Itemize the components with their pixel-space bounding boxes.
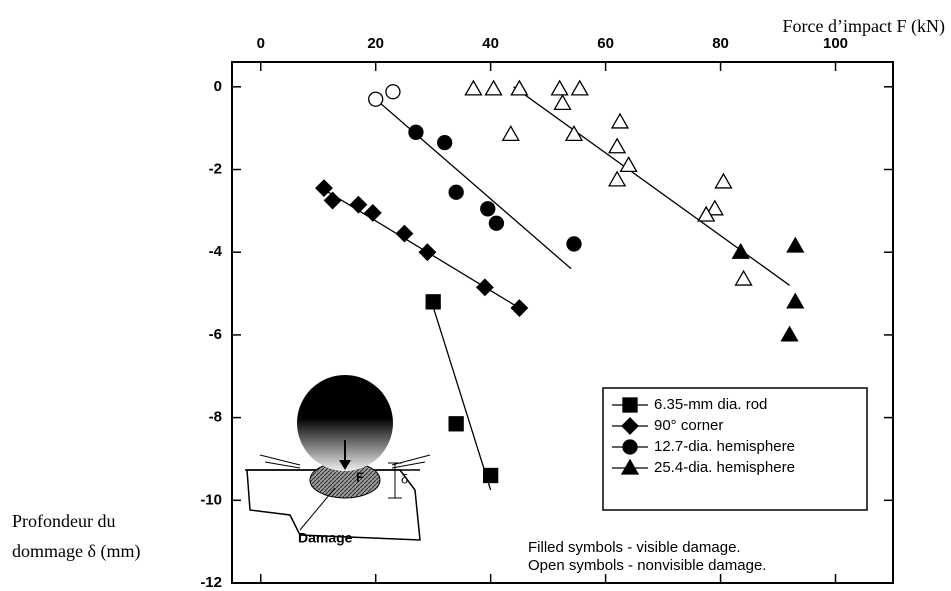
x-tick-label: 80	[712, 35, 729, 52]
legend-label: 12.7-dia. hemisphere	[654, 438, 795, 455]
x-axis-label: Force d’impact F (kN)	[783, 16, 945, 37]
x-tick-label: 20	[367, 35, 384, 52]
marker	[510, 299, 529, 317]
marker	[395, 224, 414, 243]
marker	[475, 278, 494, 297]
marker	[323, 191, 342, 210]
marker	[448, 416, 464, 432]
marker	[570, 79, 589, 96]
marker	[408, 124, 424, 140]
marker	[622, 439, 638, 455]
annotation: Open symbols - nonvisible damage.	[528, 557, 766, 574]
marker	[349, 195, 368, 214]
y-tick-label: -12	[200, 574, 222, 591]
marker	[464, 79, 483, 96]
legend-label: 25.4-dia. hemisphere	[654, 459, 795, 476]
marker	[619, 156, 638, 173]
marker	[501, 125, 520, 142]
marker	[705, 199, 724, 216]
marker	[714, 172, 733, 189]
y-axis-label: Profondeur du	[12, 511, 115, 531]
marker	[480, 201, 496, 217]
inset-label: δ	[401, 471, 408, 486]
marker	[786, 292, 805, 309]
x-tick-label: 60	[597, 35, 614, 52]
marker	[734, 269, 753, 286]
inset-label: Damage	[298, 530, 353, 546]
marker	[622, 397, 638, 413]
fit-line	[429, 297, 492, 491]
marker	[368, 91, 384, 107]
marker	[483, 467, 499, 484]
plot-frame	[231, 61, 894, 584]
marker	[363, 204, 382, 222]
marker	[786, 236, 805, 253]
marker	[385, 84, 401, 100]
legend-label: 90° corner	[654, 417, 723, 434]
marker	[488, 215, 505, 231]
inset-diagram	[245, 375, 431, 541]
marker	[610, 112, 630, 129]
y-tick-label: -8	[209, 409, 222, 426]
x-tick-label: 40	[482, 35, 499, 52]
marker	[550, 79, 569, 96]
y-tick-label: -2	[209, 160, 222, 177]
marker	[448, 184, 464, 200]
marker	[425, 294, 441, 310]
marker	[437, 134, 453, 151]
y-tick-label: -10	[200, 491, 222, 508]
marker	[607, 137, 627, 154]
marker	[620, 458, 640, 475]
marker	[621, 417, 639, 435]
y-tick-label: 0	[214, 78, 222, 95]
marker	[315, 179, 333, 198]
marker	[731, 242, 750, 259]
marker	[697, 205, 716, 222]
y-tick-label: -6	[209, 326, 222, 343]
marker	[418, 243, 437, 262]
marker	[780, 325, 799, 342]
legend-label: 6.35-mm dia. rod	[654, 396, 767, 413]
y-tick-label: -4	[209, 243, 223, 260]
inset-label: F	[356, 469, 364, 484]
marker	[484, 79, 503, 96]
marker	[566, 236, 582, 252]
x-tick-label: 0	[257, 35, 265, 52]
annotation: Filled symbols - visible damage.	[528, 539, 741, 556]
y-axis-label: dommage δ (mm)	[12, 541, 140, 562]
legend	[602, 387, 868, 511]
x-tick-label: 100	[823, 35, 848, 52]
marker	[553, 94, 572, 110]
marker	[510, 79, 529, 96]
marker	[564, 125, 584, 142]
marker	[607, 170, 627, 187]
fit-line	[375, 98, 572, 270]
